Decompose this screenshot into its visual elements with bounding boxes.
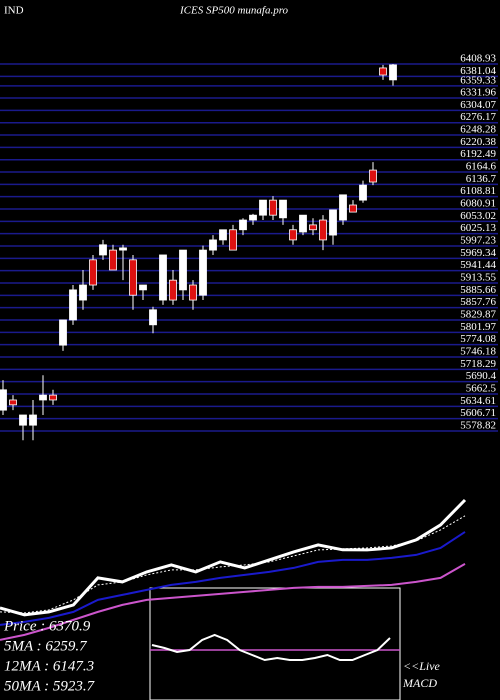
y-tick-label: 5746.18 xyxy=(460,346,496,358)
candle-body xyxy=(179,249,187,291)
indicator-line xyxy=(0,562,466,641)
y-tick-label: 5662.5 xyxy=(466,383,497,395)
candle-body xyxy=(349,204,357,213)
chart-subtitle: ICES SP500 munafa.pro xyxy=(179,5,289,17)
candle-body xyxy=(89,259,97,286)
legend-entry: 50MA : 5923.7 xyxy=(4,678,96,694)
candle-body xyxy=(329,209,337,236)
y-tick-label: 5997.23 xyxy=(460,235,496,247)
y-tick-label: 6025.13 xyxy=(460,222,496,234)
y-tick-label: 5634.61 xyxy=(460,395,496,407)
candle-body xyxy=(199,249,207,296)
y-tick-label: 5718.29 xyxy=(460,358,496,370)
indicator-line xyxy=(0,531,466,626)
macd-line xyxy=(151,633,391,662)
candle-body xyxy=(109,249,117,271)
candle-body xyxy=(369,169,377,183)
candle-body xyxy=(249,214,257,221)
y-tick-label: 6359.33 xyxy=(460,74,496,86)
candle-body xyxy=(59,319,67,346)
y-tick-label: 6248.28 xyxy=(460,124,496,136)
candle-body xyxy=(279,199,287,219)
candle-body xyxy=(389,64,397,81)
y-tick-label: 5578.82 xyxy=(460,420,496,432)
legend-entry: 12MA : 6147.3 xyxy=(4,658,94,674)
legend-entry: 5MA : 6259.7 xyxy=(4,638,88,654)
y-tick-label: 6276.17 xyxy=(460,111,496,123)
candle-body xyxy=(229,229,237,251)
candle-body xyxy=(149,309,157,326)
candle-body xyxy=(209,239,217,251)
candle-body xyxy=(49,394,57,401)
y-tick-label: 6304.07 xyxy=(460,99,496,111)
candle-body xyxy=(29,414,37,426)
candle-body xyxy=(169,279,177,301)
y-tick-label: 5969.34 xyxy=(460,247,496,259)
y-tick-label: 6192.49 xyxy=(460,148,496,160)
candle-body xyxy=(119,247,127,251)
y-tick-label: 6108.81 xyxy=(460,185,496,197)
candle-body xyxy=(0,389,7,411)
candle-body xyxy=(39,394,47,401)
chart-title: IND xyxy=(4,5,24,17)
candle-body xyxy=(339,194,347,221)
y-tick-label: 5885.66 xyxy=(460,284,496,296)
candle-body xyxy=(219,229,227,241)
candle-body xyxy=(259,199,267,216)
y-tick-label: 5606.71 xyxy=(460,407,496,419)
y-tick-label: 6408.93 xyxy=(460,53,496,65)
y-tick-label: 6080.91 xyxy=(460,198,496,210)
candle-body xyxy=(69,289,77,321)
y-tick-label: 5801.97 xyxy=(460,321,496,333)
legend-entry: Price : 6370.9 xyxy=(3,618,91,634)
y-tick-label: 6053.02 xyxy=(460,210,496,222)
candle-body xyxy=(239,219,247,231)
candle-body xyxy=(189,284,197,301)
macd-label: MACD xyxy=(402,676,437,690)
y-tick-label: 5690.4 xyxy=(466,370,497,382)
y-tick-label: 5941.44 xyxy=(460,259,496,271)
candle-body xyxy=(9,399,17,406)
candle-body xyxy=(299,214,307,233)
y-tick-label: 6220.38 xyxy=(460,136,496,148)
y-tick-label: 6164.6 xyxy=(466,161,497,173)
candle-body xyxy=(379,67,387,76)
y-tick-label: 6331.96 xyxy=(460,87,496,99)
candle-body xyxy=(289,229,297,241)
indicator-line xyxy=(0,498,467,617)
candle-body xyxy=(359,184,367,201)
candle-body xyxy=(319,219,327,241)
candle-body xyxy=(19,414,27,426)
candle-body xyxy=(139,284,147,291)
macd-label: <<Live xyxy=(403,659,441,673)
macd-frame xyxy=(149,587,401,700)
candle-body xyxy=(309,224,317,231)
y-tick-label: 6381.04 xyxy=(460,65,496,77)
candle-body xyxy=(79,284,87,301)
y-tick-label: 5913.55 xyxy=(460,272,496,284)
candle-body xyxy=(129,259,137,296)
candle-body xyxy=(269,199,277,216)
candle-body xyxy=(99,244,107,256)
y-tick-label: 6136.7 xyxy=(466,173,497,185)
y-tick-label: 5857.76 xyxy=(460,296,496,308)
y-tick-label: 5829.87 xyxy=(460,309,496,321)
indicator-line xyxy=(0,515,466,614)
candle-body xyxy=(159,254,167,301)
y-tick-label: 5774.08 xyxy=(460,333,496,345)
